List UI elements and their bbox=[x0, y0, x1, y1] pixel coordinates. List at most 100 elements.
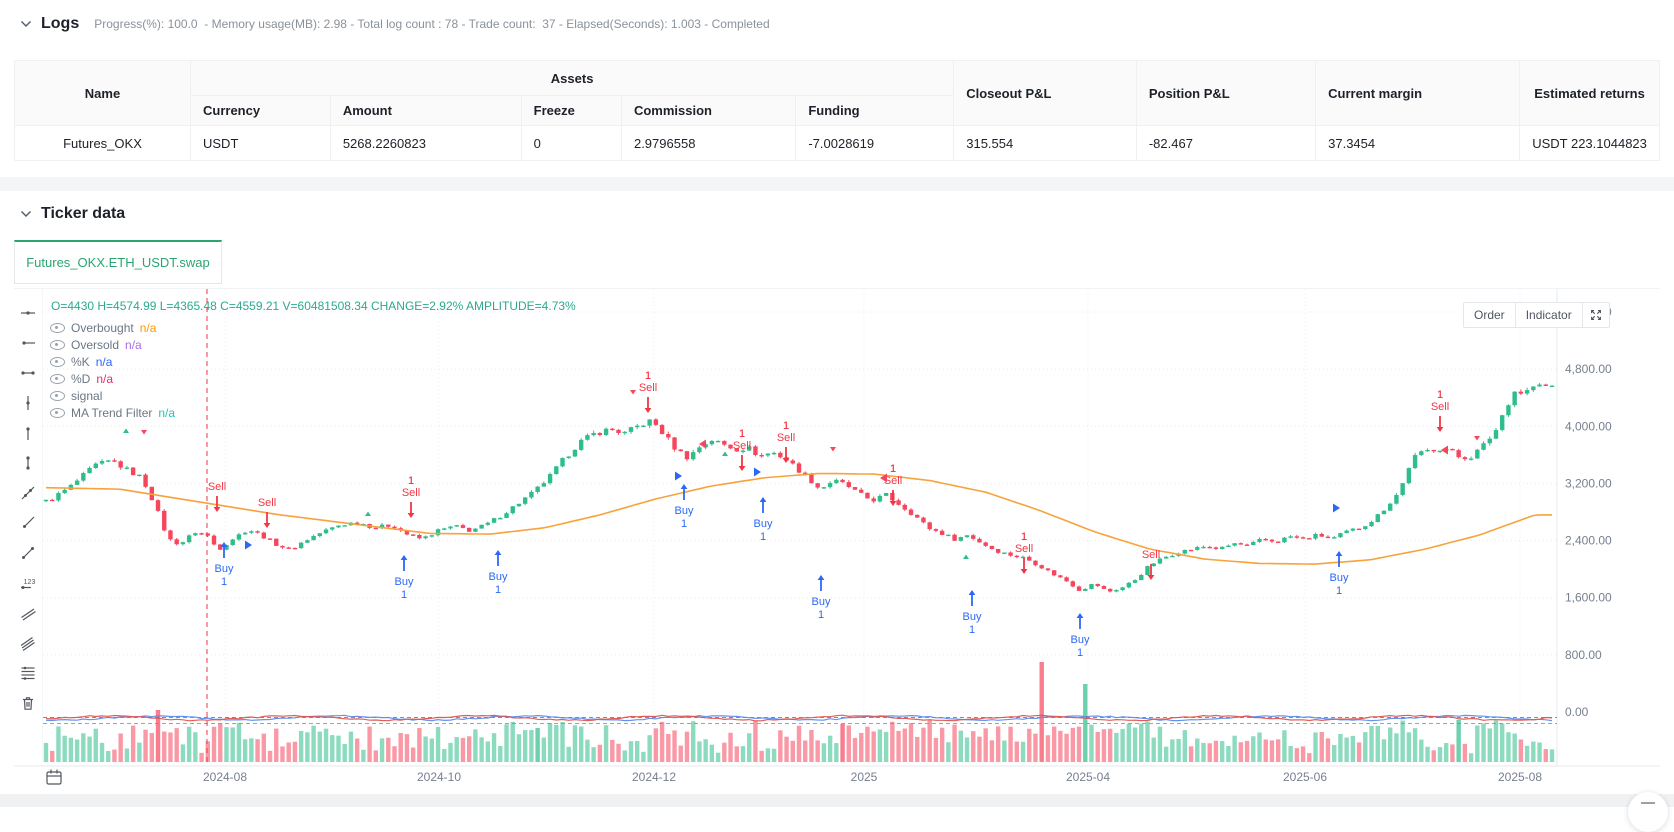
ray-line-tool-icon[interactable] bbox=[20, 515, 36, 531]
candlestick-chart-card: 5,600.004,800.004,000.003,200.002,400.00… bbox=[14, 288, 1660, 794]
svg-text:1: 1 bbox=[818, 609, 824, 621]
col-header-currency: Currency bbox=[190, 95, 331, 126]
svg-text:2025-04: 2025-04 bbox=[1066, 770, 1110, 784]
col-header-freeze: Freeze bbox=[520, 95, 622, 126]
exit-triangle-left bbox=[1441, 445, 1448, 455]
signal-triangle-down bbox=[141, 430, 147, 435]
order-button[interactable]: Order bbox=[1464, 303, 1516, 327]
svg-text:1: 1 bbox=[1021, 531, 1027, 543]
col-header-amount: Amount bbox=[329, 95, 522, 126]
svg-text:1: 1 bbox=[783, 420, 789, 432]
legend-value: n/a bbox=[158, 405, 176, 420]
chart-canvas[interactable]: 5,600.004,800.004,000.003,200.002,400.00… bbox=[14, 289, 1660, 794]
svg-text:1: 1 bbox=[783, 420, 789, 432]
svg-text:Buy: Buy bbox=[489, 571, 508, 583]
logs-section-header: Logs Progress(%): 100.0 - Memory usage(M… bbox=[0, 0, 1674, 47]
col-header-name: Name bbox=[14, 60, 191, 126]
col-header-estimated-returns: Estimated returns bbox=[1519, 60, 1660, 126]
svg-text:Sell: Sell bbox=[402, 487, 420, 499]
vertical-straight-line-tool-icon[interactable] bbox=[20, 395, 36, 411]
indicator-legend: Overbought n/a Oversold n/a %K n/a %D n/a signal… bbox=[50, 319, 175, 421]
horizontal-ray-line-tool-icon[interactable] bbox=[20, 335, 36, 351]
account-table-wrap: Name Assets Closeout P&L Position P&L Cu… bbox=[14, 60, 1660, 161]
exit-triangle-left bbox=[880, 473, 887, 483]
exit-triangle-left bbox=[699, 439, 706, 449]
svg-text:Buy: Buy bbox=[395, 576, 414, 588]
col-header-funding: Funding bbox=[795, 95, 955, 126]
visibility-eye-icon[interactable] bbox=[50, 356, 65, 367]
tab-futures-okx-eth-usdt-swap[interactable]: Futures_OKX.ETH_USDT.swap bbox=[14, 240, 222, 284]
remove-tool-icon[interactable] bbox=[20, 695, 36, 711]
entry-triangle-right bbox=[1333, 503, 1340, 513]
svg-text:1: 1 bbox=[221, 576, 227, 588]
visibility-eye-icon[interactable] bbox=[50, 373, 65, 384]
svg-text:2025: 2025 bbox=[851, 770, 878, 784]
indicator-button[interactable]: Indicator bbox=[1516, 303, 1583, 327]
svg-text:1: 1 bbox=[681, 518, 687, 530]
visibility-eye-icon[interactable] bbox=[50, 339, 65, 350]
collapse-chevron-icon[interactable] bbox=[20, 20, 32, 28]
cell-current-margin: 37.3454 bbox=[1315, 125, 1521, 161]
ticker-section-header: Ticker data bbox=[0, 199, 1674, 229]
horizontal-scrollbar[interactable] bbox=[0, 794, 1674, 807]
svg-text:1: 1 bbox=[1077, 647, 1083, 659]
svg-text:1: 1 bbox=[760, 531, 766, 543]
collapse-chevron-icon[interactable] bbox=[20, 210, 32, 218]
account-table: Name Assets Closeout P&L Position P&L Cu… bbox=[14, 60, 1660, 161]
account-table-row: Futures_OKX USDT 5268.2260823 0 2.979655… bbox=[14, 125, 1660, 161]
signal-triangle-down bbox=[830, 447, 836, 452]
calendar-icon[interactable] bbox=[46, 769, 62, 785]
segment-tool-icon[interactable] bbox=[20, 545, 36, 561]
parallel-straight-line-tool-icon[interactable] bbox=[20, 605, 36, 621]
price-channel-line-tool-icon[interactable] bbox=[20, 635, 36, 651]
svg-text:1: 1 bbox=[1021, 531, 1027, 543]
svg-text:2025-06: 2025-06 bbox=[1283, 770, 1327, 784]
legend-row-ma-trend-filter: MA Trend Filter n/a bbox=[50, 404, 175, 421]
straight-line-tool-icon[interactable] bbox=[20, 485, 36, 501]
legend-row-oversold: Oversold n/a bbox=[50, 336, 175, 353]
svg-text:Buy: Buy bbox=[754, 518, 773, 530]
horizontal-segment-tool-icon[interactable] bbox=[20, 365, 36, 381]
price-line-tool-icon[interactable]: 123 bbox=[20, 575, 36, 591]
legend-value: n/a bbox=[95, 354, 113, 369]
legend-row-signal: signal bbox=[50, 387, 175, 404]
visibility-eye-icon[interactable] bbox=[50, 322, 65, 333]
svg-text:4,000.00: 4,000.00 bbox=[1565, 419, 1612, 433]
svg-text:Sell: Sell bbox=[639, 382, 657, 394]
floating-action-button[interactable] bbox=[1628, 792, 1668, 832]
svg-text:1: 1 bbox=[1437, 389, 1443, 401]
legend-label: signal bbox=[71, 388, 103, 403]
col-header-commission: Commission bbox=[620, 95, 797, 126]
legend-value: n/a bbox=[125, 337, 142, 352]
legend-label: MA Trend Filter bbox=[71, 405, 153, 420]
fullscreen-button[interactable] bbox=[1583, 303, 1609, 327]
signal-triangle-up bbox=[963, 554, 969, 559]
cell-name: Futures_OKX bbox=[14, 125, 191, 161]
col-header-position-pnl: Position P&L bbox=[1135, 60, 1317, 126]
cell-commission: 2.9796558 bbox=[620, 125, 797, 161]
fibonacci-line-tool-icon[interactable] bbox=[20, 665, 36, 681]
vertical-ray-line-tool-icon[interactable] bbox=[20, 425, 36, 441]
ohlc-readout: O=4430 H=4574.99 L=4365.48 C=4559.21 V=6… bbox=[51, 299, 576, 313]
signal-triangle-down bbox=[1474, 436, 1480, 441]
visibility-eye-icon[interactable] bbox=[50, 390, 65, 401]
horizontal-straight-line-tool-icon[interactable] bbox=[20, 305, 36, 321]
logs-summary-text: Progress(%): 100.0 - Memory usage(MB): 2… bbox=[94, 16, 770, 31]
visibility-eye-icon[interactable] bbox=[50, 407, 65, 418]
svg-text:1: 1 bbox=[1336, 585, 1342, 597]
signal-triangle-up bbox=[365, 511, 371, 516]
svg-text:1: 1 bbox=[739, 428, 745, 440]
vertical-segment-tool-icon[interactable] bbox=[20, 455, 36, 471]
sell-marker: Sell bbox=[208, 481, 226, 493]
cell-freeze: 0 bbox=[520, 125, 622, 161]
svg-text:1: 1 bbox=[408, 475, 414, 487]
svg-text:3,200.00: 3,200.00 bbox=[1565, 476, 1612, 490]
